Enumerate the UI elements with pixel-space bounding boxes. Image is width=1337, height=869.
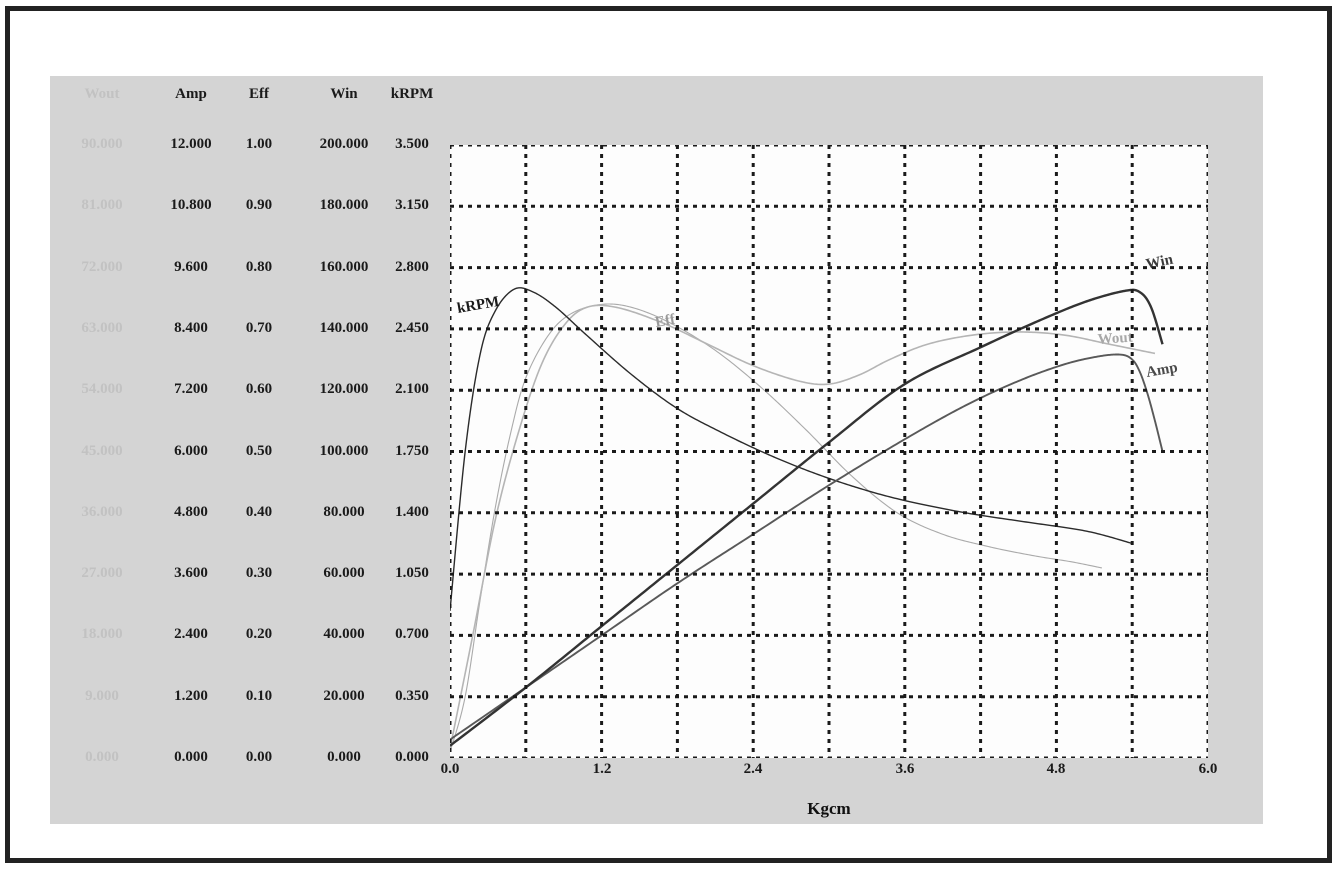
svg-text:Amp: Amp bbox=[1145, 360, 1179, 381]
svg-text:Wout: Wout bbox=[1097, 330, 1133, 348]
svg-text:Win: Win bbox=[1145, 251, 1176, 272]
